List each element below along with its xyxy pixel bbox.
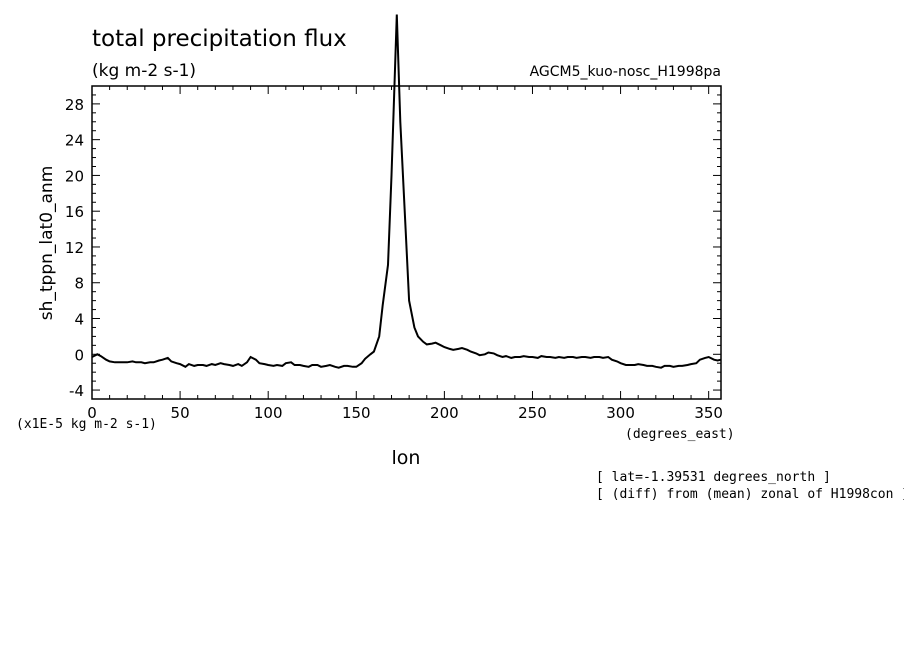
x-units-label: (degrees_east)	[625, 427, 735, 442]
y-tick-label: 0	[74, 346, 84, 364]
x-tick-label: 0	[87, 404, 97, 422]
lat-note: [ lat=-1.39531 degrees_north ]	[596, 470, 831, 485]
y-tick-label: 16	[65, 203, 84, 221]
chart-subtitle: (kg m-2 s-1)	[92, 61, 196, 81]
y-tick-label: 20	[65, 167, 84, 185]
x-tick-label: 350	[694, 404, 723, 422]
y-tick-label: 28	[65, 96, 84, 114]
x-tick-labels: 0 50 100 150 200 250 300 350	[87, 404, 723, 422]
y-tick-label: 8	[74, 275, 84, 293]
x-tick-label: 100	[254, 404, 283, 422]
x-tick-label: 200	[430, 404, 459, 422]
dataset-label: AGCM5_kuo-nosc_H1998pa	[530, 64, 721, 80]
y-axis-label: sh_tppn_lat0_anm	[37, 166, 57, 321]
x-tick-label: 250	[518, 404, 547, 422]
x-tick-label: 150	[342, 404, 371, 422]
x-tick-label: 50	[171, 404, 190, 422]
y-tick-label: 12	[65, 239, 84, 257]
y-tick-labels: -4 0 4 8 12 16 20 24 28	[65, 96, 84, 400]
y-tick-label: 24	[65, 132, 84, 150]
x-tick-label: 300	[606, 404, 635, 422]
y-tick-label: 4	[74, 311, 84, 329]
series-line	[91, 14, 722, 369]
plot-frame	[91, 85, 722, 400]
chart-title: total precipitation flux	[92, 26, 347, 52]
y-tick-label: -4	[69, 382, 84, 400]
x-axis-label: lon	[392, 447, 421, 469]
diff-note: [ (diff) from (mean) zonal of H1998con ]	[596, 487, 904, 502]
tick-marks	[91, 85, 721, 400]
y-scale-note: (x1E-5 kg m-2 s-1)	[16, 417, 157, 432]
